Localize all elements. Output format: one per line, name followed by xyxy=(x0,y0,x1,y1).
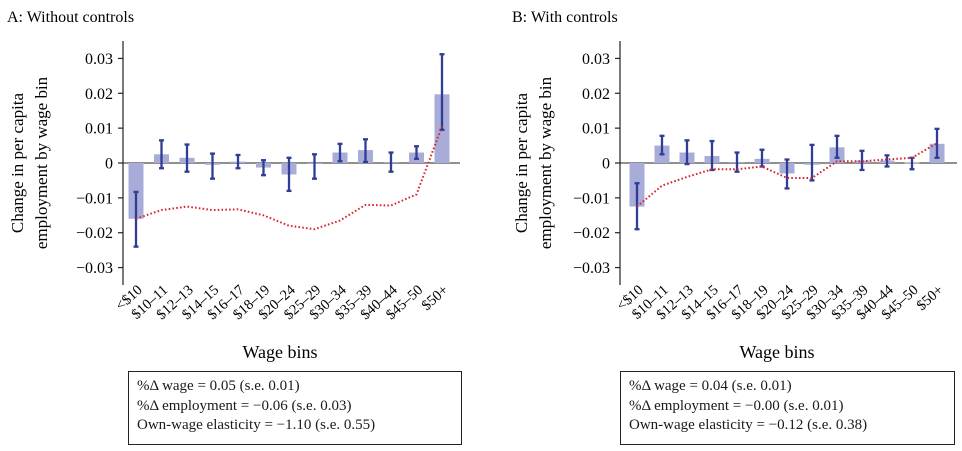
y-tick-label: −0.01 xyxy=(76,190,113,207)
stats-wage-change: %Δ wage = 0.05 (s.e. 0.01) xyxy=(137,378,300,394)
y-tick-label: 0.01 xyxy=(85,121,113,138)
stats-own-wage-elasticity: Own-wage elasticity = −0.12 (s.e. 0.38) xyxy=(629,417,868,433)
y-tick-label: 0 xyxy=(602,156,610,173)
y-tick-label: 0.03 xyxy=(85,51,113,68)
y-tick-label: −0.03 xyxy=(76,260,113,277)
y-axis-label: Change in per capita xyxy=(512,92,531,233)
panel-title: A: Without controls xyxy=(7,9,134,26)
y-axis-label: employment by wage bin xyxy=(536,76,555,249)
y-tick-label: −0.03 xyxy=(573,260,610,277)
stats-own-wage-elasticity: Own-wage elasticity = −1.10 (s.e. 0.55) xyxy=(137,417,376,433)
x-axis-label: Wage bins xyxy=(739,342,814,362)
y-tick-label: 0.02 xyxy=(85,86,113,103)
y-tick-label: −0.02 xyxy=(573,225,610,242)
y-tick-label: 0 xyxy=(105,156,113,173)
y-axis-label: employment by wage bin xyxy=(32,76,51,249)
stats-box-panel-b: %Δ wage = 0.04 (s.e. 0.01) %Δ employment… xyxy=(620,371,955,445)
y-tick-label: −0.01 xyxy=(573,190,610,207)
panel-b-with-controls: B: With controls Change in per capita empl… xyxy=(512,9,957,362)
y-tick-label: −0.02 xyxy=(76,225,113,242)
x-tick-label: $50+ xyxy=(419,282,452,314)
x-axis-label: Wage bins xyxy=(242,342,317,362)
stats-box-panel-a: %Δ wage = 0.05 (s.e. 0.01) %Δ employment… xyxy=(128,371,462,445)
panel-a-without-controls: A: Without controls Change in per capita e… xyxy=(7,9,460,362)
stats-employment-change: %Δ employment = −0.06 (s.e. 0.03) xyxy=(137,397,352,414)
y-tick-label: 0.03 xyxy=(582,51,610,68)
y-axis-label: Change in per capita xyxy=(8,92,27,233)
stats-employment-change: %Δ employment = −0.00 (s.e. 0.01) xyxy=(629,397,844,414)
y-tick-label: 0.01 xyxy=(582,121,610,138)
x-tick-label: $50+ xyxy=(914,282,947,314)
stats-wage-change: %Δ wage = 0.04 (s.e. 0.01) xyxy=(629,378,792,394)
y-tick-label: 0.02 xyxy=(582,86,610,103)
panel-title: B: With controls xyxy=(512,9,618,26)
